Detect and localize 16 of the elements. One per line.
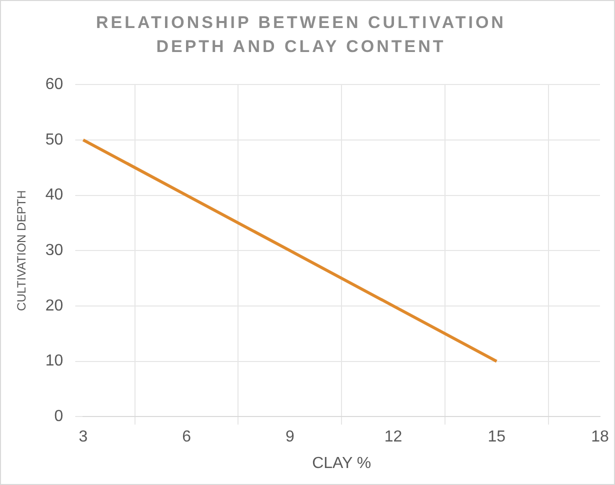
y-tick-label: 30 <box>45 242 64 260</box>
x-tick-label: 9 <box>285 428 294 446</box>
x-tick-label: 18 <box>591 428 609 446</box>
chart-title: RELATIONSHIP BETWEEN CULTIVATION DEPTH AND CLAY CONTENT <box>95 12 507 58</box>
x-tick-label: 12 <box>384 428 402 446</box>
y-tick-label: 20 <box>45 297 64 314</box>
y-tick-label: 10 <box>45 352 64 370</box>
x-tick-label: 3 <box>78 428 88 446</box>
y-tick-label: 0 <box>54 408 64 426</box>
x-tick-label: 6 <box>182 428 192 446</box>
y-tick-label: 50 <box>45 131 64 148</box>
x-tick-label: 15 <box>488 428 506 446</box>
y-tick-label: 60 <box>45 76 64 94</box>
y-axis-title: CULTIVATION DEPTH <box>14 190 29 311</box>
x-axis-title: CLAY % <box>312 454 372 472</box>
y-tick-label: 40 <box>45 186 64 204</box>
